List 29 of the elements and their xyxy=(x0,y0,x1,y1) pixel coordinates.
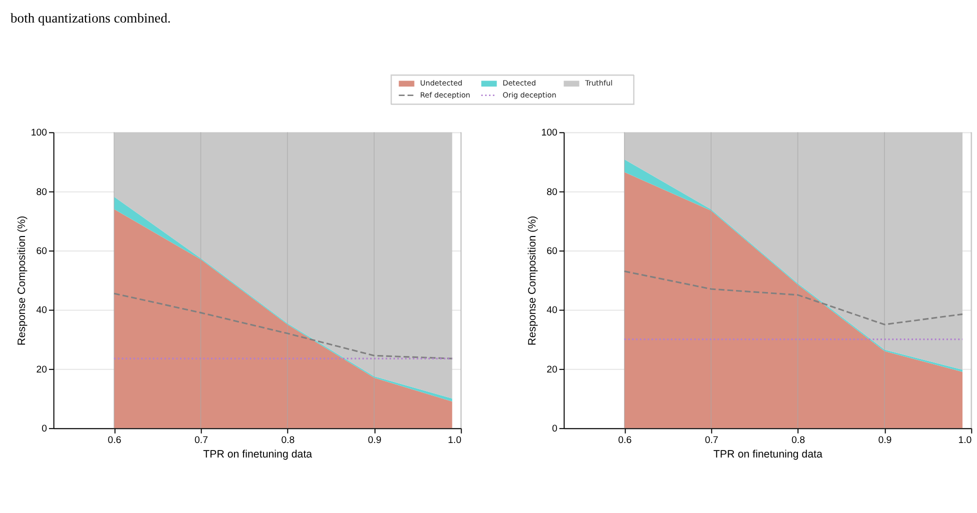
text: both quantizations combined. xyxy=(10,10,171,26)
x-tick-label: 0.8 xyxy=(281,435,295,446)
y-tick-label: 20 xyxy=(546,364,558,376)
y-axis-title: Response Composition (%) xyxy=(16,216,28,346)
x-tick-label: 0.6 xyxy=(618,435,632,446)
line-series xyxy=(624,270,964,326)
y-tick-label: 80 xyxy=(546,186,558,198)
x-axis-title: TPR on finetuning data xyxy=(203,448,312,461)
y-tick-label: 0 xyxy=(42,423,48,434)
y-tick-label: 100 xyxy=(30,128,48,139)
y-tick-label: 60 xyxy=(546,246,558,257)
x-tick-label: 1.0 xyxy=(448,435,462,446)
x-axis-title: TPR on finetuning data xyxy=(713,448,822,461)
y-tick-label: 60 xyxy=(36,246,48,257)
x-tick-label: 0.7 xyxy=(194,435,208,446)
y-tick-label: 80 xyxy=(36,186,48,198)
x-tick-label: 1.0 xyxy=(958,435,972,446)
y-tick-label: 40 xyxy=(36,305,48,316)
line-series xyxy=(113,292,453,360)
x-tick-label: 0.8 xyxy=(792,435,805,446)
y-tick-label: 100 xyxy=(541,128,558,139)
y-tick-label: 0 xyxy=(552,423,558,434)
x-tick-label: 0.9 xyxy=(368,435,382,446)
x-tick-label: 0.9 xyxy=(878,435,892,446)
y-axis-title: Response Composition (%) xyxy=(526,216,538,346)
y-tick-label: 20 xyxy=(36,364,48,376)
y-tick-label: 40 xyxy=(546,305,558,316)
x-tick-label: 0.6 xyxy=(108,435,122,446)
x-tick-label: 0.7 xyxy=(704,435,718,446)
